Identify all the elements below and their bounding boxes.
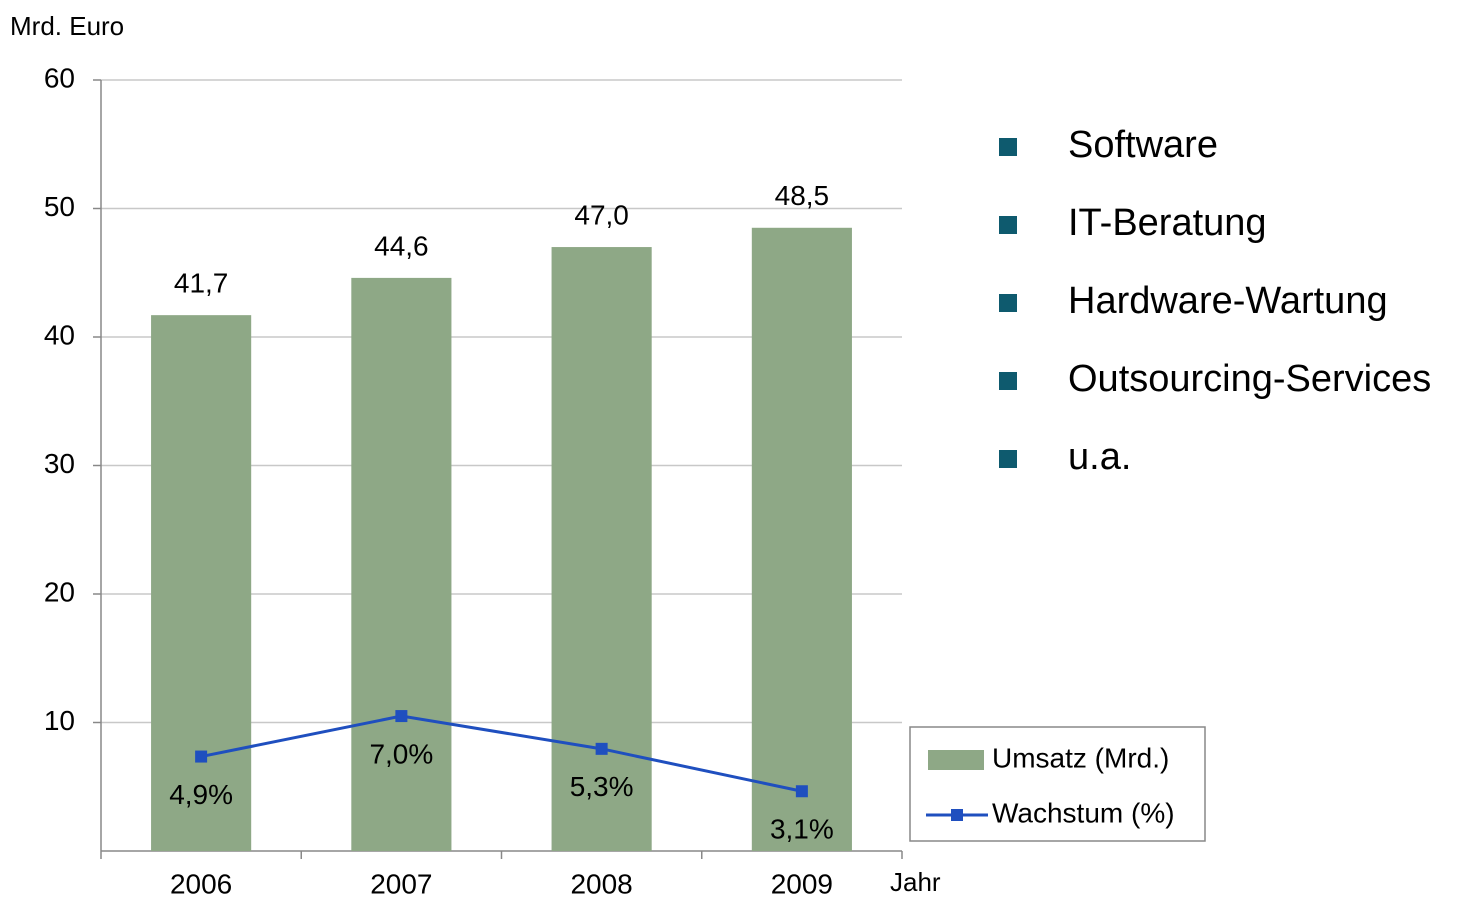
y-axis-label: Mrd. Euro [10,11,124,41]
line-marker [595,742,608,755]
line-marker [395,710,408,723]
list-item: Outsourcing-Services [1068,358,1431,400]
y-tick-label: 30 [44,448,75,479]
list-item: Software [1068,124,1218,166]
list-bullet [999,216,1017,234]
x-axis-label: Jahr [890,867,941,897]
legend-box [909,726,1206,842]
data-label: 7,0% [369,738,433,769]
y-tick-label: 10 [44,705,75,736]
data-label: 5,3% [570,771,634,802]
line-marker [795,785,808,798]
bar [551,247,652,852]
line-marker [195,750,208,763]
x-tick-label: 2009 [771,868,833,899]
x-tick-label: 2006 [170,868,232,899]
bar [351,277,452,851]
x-tick-label: 2008 [570,868,632,899]
data-label: 48,5 [775,180,830,211]
y-tick-label: 50 [44,191,75,222]
list-item: IT-Beratung [1068,202,1267,244]
y-tick-label: 20 [44,576,75,607]
list-bullet [999,138,1017,156]
data-label: 3,1% [770,814,834,845]
data-label: 44,6 [374,230,429,261]
bar [151,315,252,851]
data-label: 47,0 [574,199,629,230]
list-bullet [999,372,1017,390]
list-bullet [999,294,1017,312]
legend-swatch [951,809,963,821]
data-label: 4,9% [169,779,233,810]
list-item: u.a. [1068,436,1131,478]
y-tick-label: 60 [44,62,75,93]
line [200,714,803,793]
list-bullet [999,450,1017,468]
y-tick-label: 40 [44,319,75,350]
data-label: 41,7 [174,268,229,299]
x-tick-label: 2007 [370,868,432,899]
bar [751,227,852,851]
legend-label: Wachstum (%) [992,797,1175,828]
list-item: Hardware-Wartung [1068,280,1388,322]
legend-swatch [928,750,984,770]
legend-label: Umsatz (Mrd.) [992,742,1169,773]
